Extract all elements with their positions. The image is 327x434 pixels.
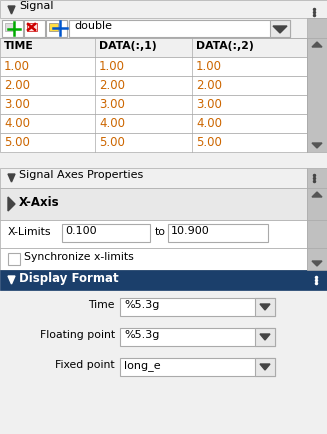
Text: 1.00: 1.00: [99, 60, 125, 73]
Bar: [307, 18, 327, 38]
Text: long_e: long_e: [124, 360, 161, 371]
Polygon shape: [312, 42, 322, 47]
Bar: [0, 76, 307, 95]
Text: double: double: [74, 21, 112, 31]
Text: TIME: TIME: [4, 41, 34, 51]
Text: Time: Time: [89, 300, 115, 310]
Text: 5.00: 5.00: [99, 136, 125, 149]
Bar: [0, 188, 307, 220]
Bar: [0, 38, 307, 57]
Text: 4.00: 4.00: [4, 117, 30, 130]
Bar: [307, 220, 327, 248]
Polygon shape: [8, 276, 15, 284]
Polygon shape: [260, 334, 270, 340]
Bar: [307, 38, 327, 152]
Bar: [69, 20, 290, 37]
Bar: [0, 0, 327, 18]
Polygon shape: [312, 192, 322, 197]
Polygon shape: [273, 26, 287, 33]
Text: 1.00: 1.00: [196, 60, 222, 73]
Bar: [0, 18, 327, 38]
Text: 2.00: 2.00: [99, 79, 125, 92]
Text: Display Format: Display Format: [19, 272, 119, 285]
Text: X-Limits: X-Limits: [8, 227, 51, 237]
Text: Floating point: Floating point: [40, 330, 115, 340]
Polygon shape: [8, 197, 15, 211]
Text: 4.00: 4.00: [196, 117, 222, 130]
Text: Signal Axes Properties: Signal Axes Properties: [19, 170, 143, 180]
Text: 0.100: 0.100: [65, 226, 96, 236]
Polygon shape: [260, 364, 270, 370]
Bar: [24, 20, 45, 37]
Bar: [120, 358, 275, 376]
Bar: [270, 20, 290, 37]
Bar: [307, 188, 327, 220]
Polygon shape: [312, 261, 322, 266]
Bar: [46, 20, 67, 37]
Bar: [2, 20, 23, 37]
Text: 3.00: 3.00: [99, 98, 125, 111]
Bar: [307, 168, 327, 188]
Bar: [0, 270, 327, 290]
Text: X-Axis: X-Axis: [19, 196, 60, 209]
Bar: [0, 57, 307, 76]
Bar: [120, 298, 275, 316]
Bar: [49, 23, 58, 31]
Text: %5.3g: %5.3g: [124, 300, 159, 310]
Text: 5.00: 5.00: [4, 136, 30, 149]
Text: Fixed point: Fixed point: [55, 360, 115, 370]
Text: %5.3g: %5.3g: [124, 330, 159, 340]
Polygon shape: [8, 6, 15, 14]
Text: Synchronize x-limits: Synchronize x-limits: [24, 252, 134, 262]
Bar: [255, 298, 275, 316]
Text: 1.00: 1.00: [4, 60, 30, 73]
Bar: [0, 114, 307, 133]
Text: 4.00: 4.00: [99, 117, 125, 130]
Bar: [0, 95, 307, 114]
Bar: [0, 248, 307, 270]
Text: to: to: [155, 227, 166, 237]
Bar: [62, 224, 150, 242]
Text: 2.00: 2.00: [4, 79, 30, 92]
Text: 3.00: 3.00: [196, 98, 222, 111]
Bar: [0, 168, 307, 188]
Bar: [0, 220, 307, 248]
Polygon shape: [8, 174, 15, 182]
Bar: [5, 23, 13, 31]
Text: DATA(:,1): DATA(:,1): [99, 41, 157, 51]
Polygon shape: [312, 143, 322, 148]
Bar: [307, 248, 327, 270]
Text: Signal: Signal: [19, 1, 54, 11]
Text: 2.00: 2.00: [196, 79, 222, 92]
Bar: [168, 224, 268, 242]
Text: 10.900: 10.900: [171, 226, 210, 236]
Bar: [0, 290, 327, 434]
Text: 3.00: 3.00: [4, 98, 30, 111]
Bar: [255, 328, 275, 346]
Bar: [27, 23, 37, 31]
Bar: [8, 253, 20, 265]
Text: DATA(:,2): DATA(:,2): [196, 41, 254, 51]
Bar: [255, 358, 275, 376]
Bar: [120, 328, 275, 346]
Polygon shape: [260, 304, 270, 310]
Bar: [0, 133, 307, 152]
Text: 5.00: 5.00: [196, 136, 222, 149]
